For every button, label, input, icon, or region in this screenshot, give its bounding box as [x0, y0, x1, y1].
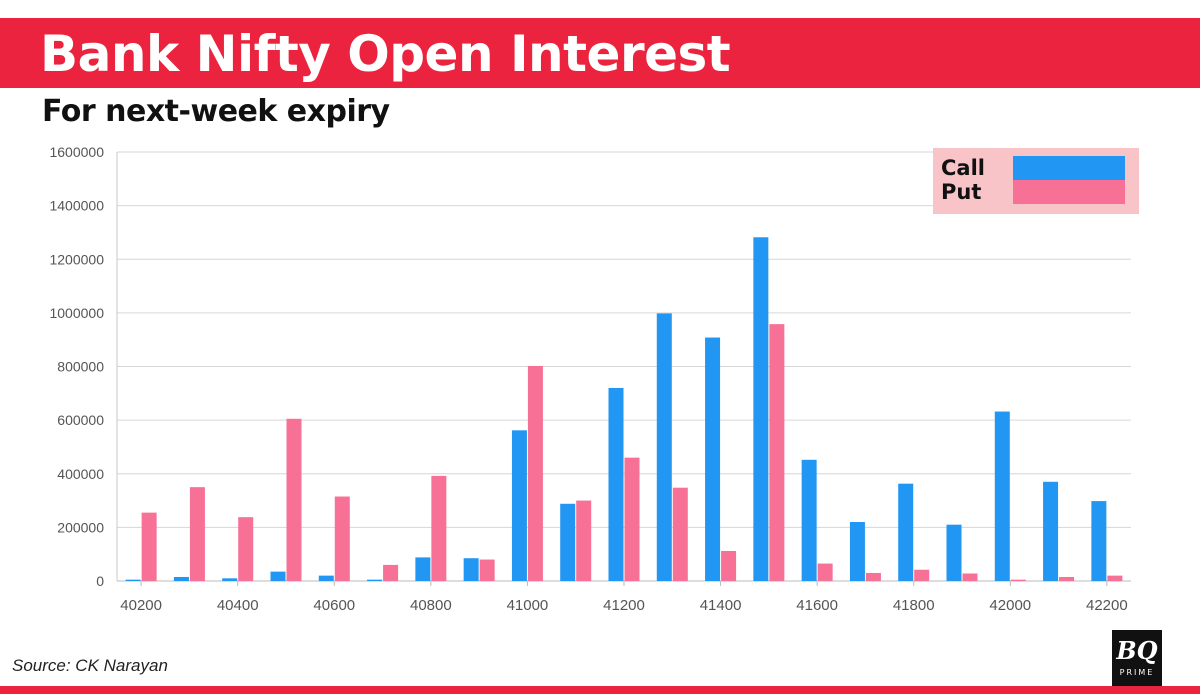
x-tick-label: 40200 [120, 597, 162, 614]
bar-call-42200 [1091, 501, 1107, 581]
bar-put-41000 [527, 365, 543, 581]
bar-call-40800 [415, 557, 431, 581]
bar-put-42000 [1010, 579, 1026, 581]
bar-put-41900 [962, 573, 978, 581]
bar-put-40500 [286, 418, 302, 581]
bar-put-40200 [141, 512, 157, 581]
bar-put-42200 [1107, 575, 1123, 581]
x-tick-label: 40400 [217, 597, 259, 614]
bar-put-40300 [189, 487, 205, 581]
y-tick-label: 0 [96, 573, 104, 589]
bar-put-42100 [1059, 576, 1075, 581]
bar-call-41600 [801, 459, 817, 581]
y-tick-label: 600000 [57, 412, 104, 428]
y-tick-label: 800000 [57, 359, 104, 375]
bq-prime-logo: BQ PRIME [1112, 630, 1162, 686]
bar-call-40600 [318, 575, 334, 581]
chart-legend: Call Put [933, 148, 1139, 214]
legend-swatch-call [1013, 156, 1125, 180]
y-tick-label: 400000 [57, 466, 104, 482]
chart-subtitle: For next-week expiry [42, 94, 390, 129]
title-banner: Bank Nifty Open Interest [0, 18, 1200, 88]
y-tick-label: 1600000 [49, 144, 104, 160]
y-tick-label: 1000000 [49, 305, 104, 321]
bottom-bar [0, 686, 1200, 694]
x-tick-label: 42200 [1086, 597, 1128, 614]
bar-put-41500 [769, 324, 785, 581]
x-tick-label: 41400 [700, 597, 742, 614]
source-note: Source: CK Narayan [12, 656, 168, 675]
bar-call-41800 [898, 483, 914, 581]
bar-call-41700 [849, 522, 865, 581]
bar-put-41800 [914, 569, 930, 581]
x-tick-label: 40600 [313, 597, 355, 614]
bar-call-40500 [270, 571, 286, 581]
y-tick-label: 1200000 [49, 251, 104, 267]
bar-call-40200 [125, 579, 141, 581]
bar-put-40800 [431, 475, 447, 581]
bar-put-40400 [238, 517, 254, 581]
bar-call-41000 [511, 430, 527, 581]
bar-put-41300 [672, 487, 688, 581]
legend-label-call: Call [941, 156, 985, 180]
legend-label-put: Put [941, 180, 982, 204]
y-tick-label: 200000 [57, 519, 104, 535]
legend-swatch-put [1013, 180, 1125, 204]
legend-item-put: Put [941, 180, 1131, 204]
bar-call-41300 [656, 313, 672, 581]
x-tick-label: 41200 [603, 597, 645, 614]
bar-call-40300 [173, 576, 189, 581]
bar-call-42100 [1043, 481, 1059, 581]
bar-call-41400 [705, 337, 721, 581]
bar-call-40400 [222, 578, 238, 581]
bar-put-41700 [865, 572, 881, 581]
logo-subtext: PRIME [1119, 668, 1155, 677]
legend-item-call: Call [941, 156, 1131, 180]
bar-put-41400 [721, 550, 737, 581]
bar-call-41100 [560, 503, 576, 581]
y-tick-label: 1400000 [49, 198, 104, 214]
bar-call-41200 [608, 387, 624, 581]
bar-call-40900 [463, 558, 479, 581]
bar-call-41500 [753, 237, 769, 582]
bar-call-42000 [994, 411, 1010, 581]
bar-call-40700 [367, 579, 383, 581]
bar-put-40600 [334, 496, 350, 581]
x-tick-label: 41800 [893, 597, 935, 614]
bar-put-41200 [624, 457, 640, 581]
bar-call-41900 [946, 524, 962, 581]
chart-title: Bank Nifty Open Interest [40, 25, 731, 83]
logo-mark: BQ [1116, 636, 1158, 665]
x-tick-label: 42000 [989, 597, 1031, 614]
bar-put-40900 [479, 559, 495, 581]
x-tick-label: 41000 [507, 597, 549, 614]
bar-put-40700 [383, 564, 399, 581]
bar-put-41100 [576, 500, 592, 581]
bar-put-41600 [817, 563, 833, 581]
x-tick-label: 40800 [410, 597, 452, 614]
x-tick-label: 41600 [796, 597, 838, 614]
